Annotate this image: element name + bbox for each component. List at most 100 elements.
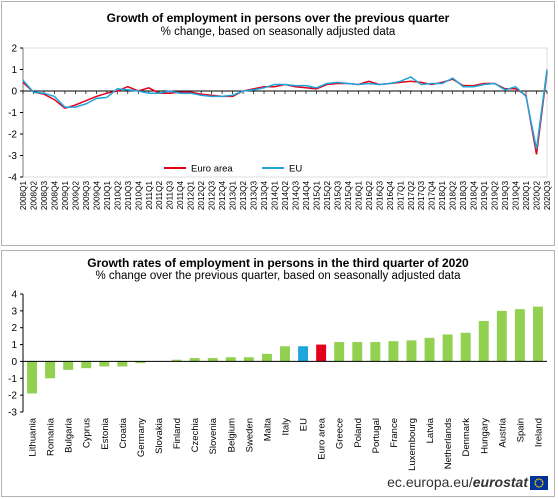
bar [388,341,399,362]
line-chart-title: Growth of employment in persons over the… [106,11,450,25]
bar-chart-svg: 4 3 2 1 0 -1 -2 -3 Lithuania Romania Bulgaria Cypru… [8,290,547,471]
bar [532,306,543,362]
x-tick-label: Croatia [118,417,129,448]
x-tick-label: 2010Q2 [113,181,122,211]
source-credit: ec.europa.eu/eurostat [387,474,528,490]
bar [171,359,182,362]
bar-chart-subtitle: % change over the previous quarter, base… [95,270,461,282]
x-tick-label: 2008Q4 [50,181,59,211]
bar [424,337,435,362]
x-tick-label: Lithuania [28,417,39,456]
bar [27,361,38,394]
bar-chart-panel: Growth rates of employment in persons in… [1,250,555,497]
x-tick-label: 2018Q1 [438,181,447,211]
y-tick-label: -1 [8,108,17,119]
bar [261,353,272,362]
y-tick-label: 1 [11,65,17,76]
bar [117,361,128,367]
y-tick-label: -3 [8,151,17,162]
x-tick-label: Spain [515,418,526,442]
x-tick-label: 2014Q4 [302,181,311,211]
x-tick-label: 2016Q4 [386,181,395,211]
x-tick-label: 2017Q2 [407,181,416,211]
x-tick-label: 2010Q1 [103,181,112,211]
bar-chart-title: Growth rates of employment in persons in… [87,256,469,270]
y-tick-label: 0 [11,87,17,98]
y-tick-label: -2 [8,391,17,402]
x-tick-label: 2019Q1 [480,181,489,211]
x-tick-label: 2015Q1 [312,181,321,211]
bar [207,358,218,362]
x-tick-label: 2009Q4 [92,181,101,211]
x-tick-label: Malta [262,417,273,441]
line-chart-panel: Growth of employment in persons over the… [1,1,555,246]
x-tick-label: France [389,418,400,448]
y-tick-label: 0 [11,357,17,368]
x-tick-label: 2016Q2 [365,181,374,211]
x-tick-label: Slovakia [154,417,165,454]
x-tick-label: 2012Q3 [208,181,217,211]
x-tick-label: 2009Q2 [71,181,80,211]
series-line [22,69,548,150]
x-tick-label: 2012Q1 [187,181,196,211]
bar [99,361,110,367]
x-tick-label: Luxembourg [407,418,418,471]
x-tick-label: Portugal [371,418,382,453]
x-tick-label: Ireland [533,418,544,447]
y-tick-label: 2 [11,323,17,334]
bar [280,346,290,362]
x-tick-label: 2008Q2 [29,181,38,211]
y-tick-label: 4 [11,290,17,301]
bar [352,342,363,362]
bar [225,357,236,362]
x-tick-label: 2010Q3 [124,181,133,211]
bar [189,358,200,362]
x-tick-label: 2016Q1 [354,181,363,211]
x-tick-label: Denmark [461,418,472,457]
x-tick-label: Bulgaria [64,417,75,453]
x-tick-label: 2017Q1 [396,181,405,211]
bar [243,357,254,362]
x-tick-label: 2018Q4 [470,181,479,211]
bar [135,361,146,364]
y-tick-label: -1 [8,374,17,385]
x-tick-label: 2011Q4 [176,181,185,210]
x-tick-label: 2020Q3 [543,181,552,211]
bar [496,310,507,362]
x-tick-label: Czechia [190,417,201,452]
x-tick-label: Austria [497,417,508,447]
x-tick-label: 2017Q3 [417,181,426,211]
y-tick-label: 3 [11,306,17,317]
bar [334,342,345,362]
x-tick-label: 2018Q3 [459,181,468,211]
bar [298,346,309,362]
line-chart-subtitle: % change, based on seasonally adjusted d… [160,26,396,38]
eu-flag-icon [530,476,548,490]
x-tick-label: 2013Q2 [239,181,248,211]
x-tick-label: Belgium [226,418,237,452]
x-tick-label: 2010Q4 [134,181,143,211]
x-tick-label: Netherlands [443,418,454,469]
bar [478,320,489,362]
bar [316,344,327,362]
x-tick-label: 2020Q2 [533,181,542,211]
x-tick-label: 2018Q2 [449,181,458,211]
x-tick-label: Poland [353,418,364,448]
x-tick-label: Romania [46,417,57,456]
x-tick-label: Estonia [100,417,111,449]
y-tick-label: -2 [8,130,17,141]
bar [63,361,74,370]
bar [370,342,381,362]
source-brand: eurostat [472,474,528,490]
legend-label: EU [289,164,302,175]
x-tick-label: 2008Q1 [19,181,28,211]
x-tick-label: 2015Q2 [323,181,332,211]
y-tick-label: 2 [11,44,17,55]
x-tick-label: Italy [281,418,292,436]
bar [514,309,525,362]
x-tick-label: 2019Q3 [501,181,510,211]
x-tick-label: 2014Q2 [281,181,290,211]
x-tick-label: 2014Q3 [291,181,300,211]
x-tick-label: Hungary [479,418,490,454]
